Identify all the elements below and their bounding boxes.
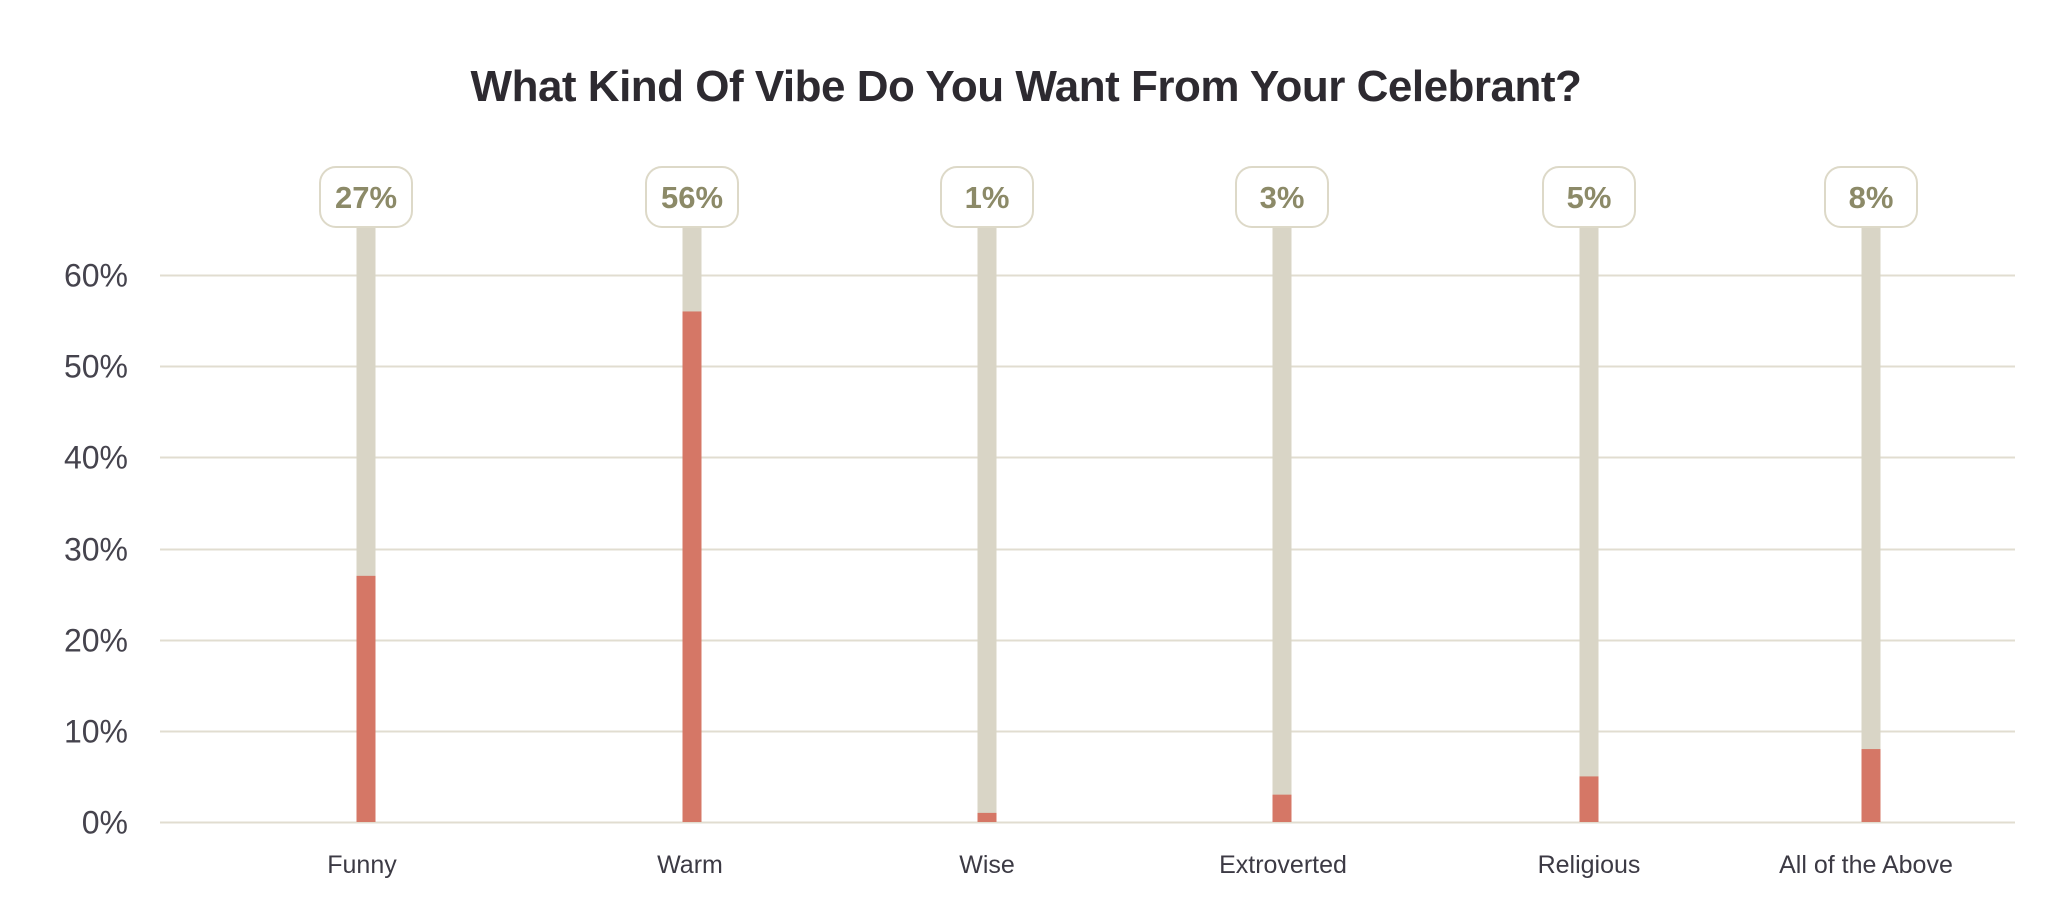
x-tick-label: Warm	[657, 851, 723, 879]
x-tick-label: Religious	[1538, 851, 1641, 879]
bar-track	[1579, 225, 1599, 822]
bar-track	[977, 225, 997, 822]
bar-group: 8%	[1824, 166, 1918, 822]
data-label: 8%	[1849, 180, 1894, 215]
y-tick-label: 50%	[64, 349, 128, 385]
bar	[1579, 776, 1599, 822]
data-label: 27%	[335, 180, 397, 215]
y-axis-ticks: 0% 10% 20% 30% 40% 50% 60%	[64, 258, 128, 841]
x-tick-label: All of the Above	[1779, 851, 1953, 879]
x-axis-ticks: Funny Warm Wise Extroverted Religious All of …	[327, 851, 1953, 879]
bar-track	[1861, 225, 1881, 822]
bar-group: 1%	[940, 166, 1034, 822]
bar-group: 5%	[1542, 166, 1636, 822]
value-badge	[319, 166, 413, 228]
x-tick-label: Extroverted	[1219, 851, 1347, 879]
bar	[682, 311, 702, 822]
value-badge	[1542, 166, 1636, 228]
bars: 27% 56% 1% 3% 5% 8%	[319, 166, 1918, 822]
x-tick-label: Funny	[327, 851, 397, 879]
bar-track	[1272, 225, 1292, 822]
y-tick-label: 40%	[64, 440, 128, 476]
y-tick-label: 20%	[64, 623, 128, 659]
y-tick-label: 0%	[82, 805, 128, 841]
y-tick-label: 10%	[64, 714, 128, 750]
chart-title: What Kind Of Vibe Do You Want From Your …	[470, 62, 1582, 111]
bar-group: 27%	[319, 166, 413, 822]
x-tick-label: Wise	[959, 851, 1015, 879]
data-label: 5%	[1567, 180, 1612, 215]
data-label: 3%	[1260, 180, 1305, 215]
y-tick-label: 30%	[64, 532, 128, 568]
value-badge	[645, 166, 739, 228]
data-label: 56%	[661, 180, 723, 215]
value-badge	[1824, 166, 1918, 228]
bar	[977, 812, 997, 822]
gridlines	[160, 274, 2015, 824]
bar	[1272, 794, 1292, 822]
bar-group: 56%	[645, 166, 739, 822]
bar-group: 3%	[1235, 166, 1329, 822]
bar	[356, 575, 376, 822]
y-tick-label: 60%	[64, 258, 128, 294]
value-badge	[940, 166, 1034, 228]
value-badge	[1235, 166, 1329, 228]
bar	[1861, 749, 1881, 822]
data-label: 1%	[965, 180, 1010, 215]
